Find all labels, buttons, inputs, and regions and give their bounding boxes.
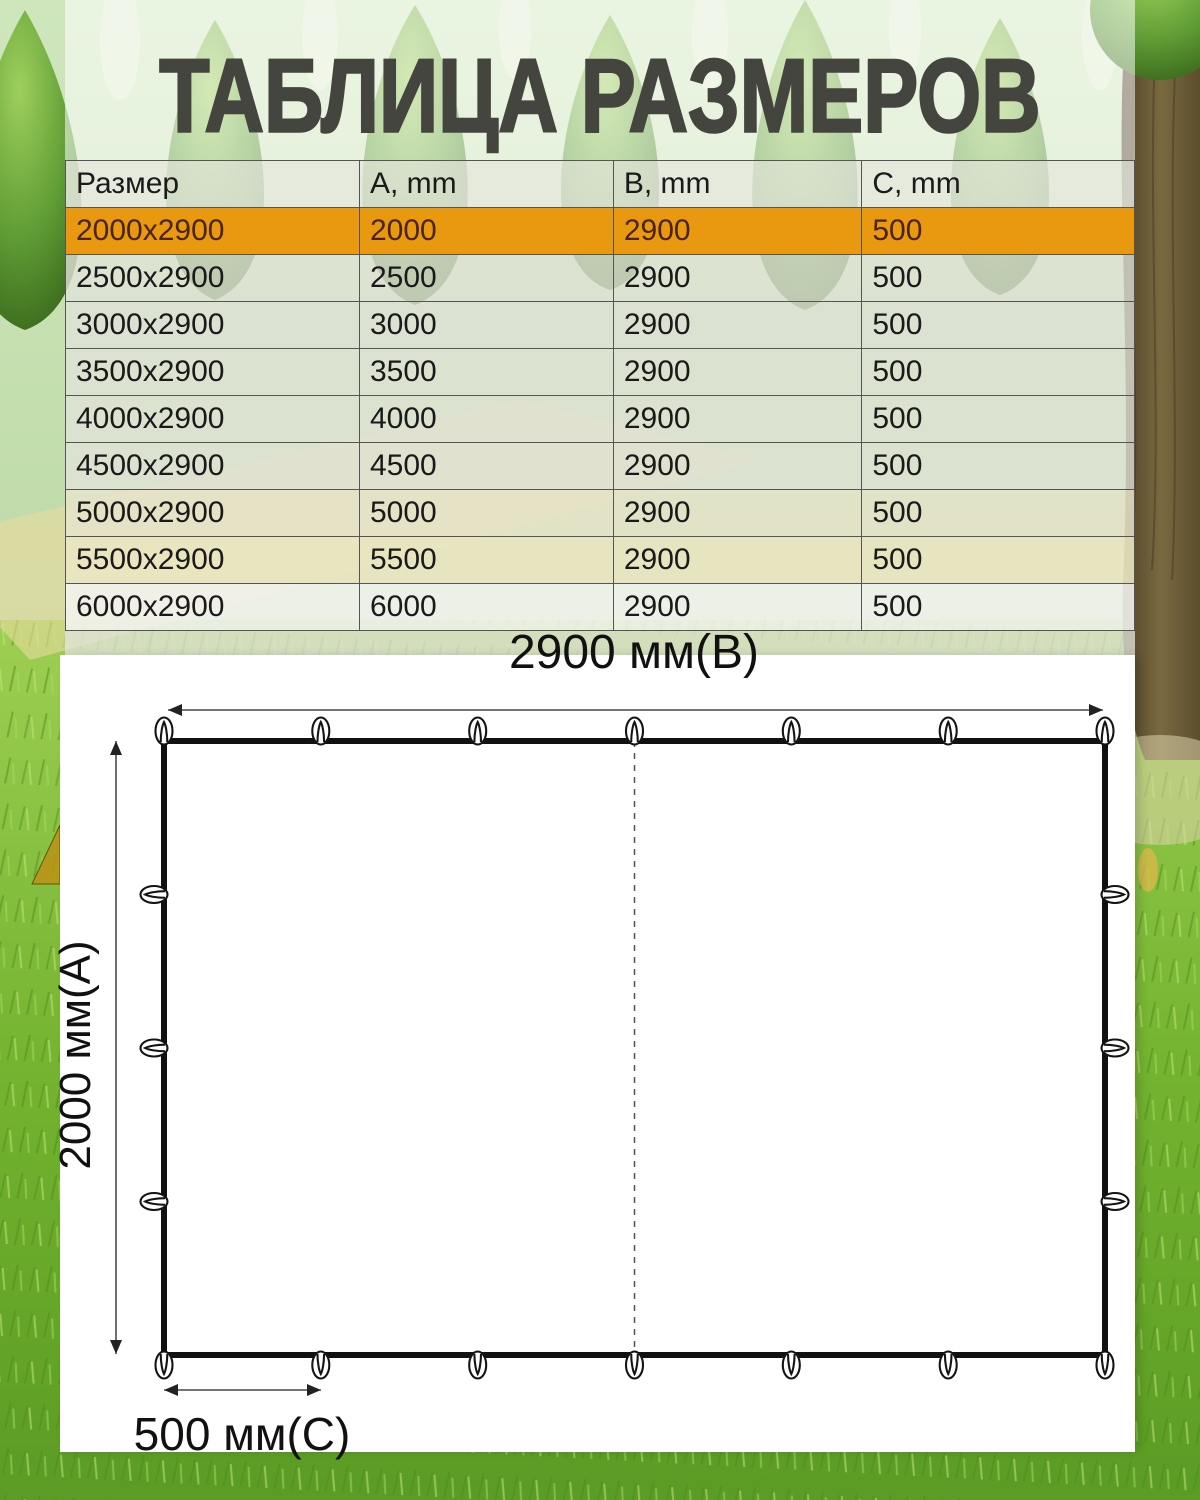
svg-text:2000 мм(A): 2000 мм(A)	[51, 940, 100, 1169]
svg-text:500 мм(C): 500 мм(C)	[134, 1408, 351, 1460]
svg-text:2900 мм(B): 2900 мм(B)	[509, 626, 759, 679]
